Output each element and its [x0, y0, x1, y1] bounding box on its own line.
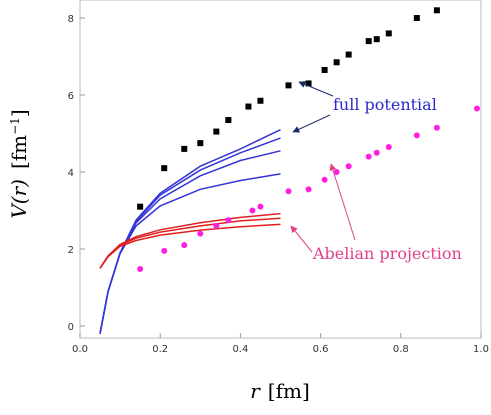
- full-potential-point: [373, 36, 380, 43]
- full-potential-point: [285, 82, 292, 89]
- abelian-point: [385, 143, 392, 150]
- full-potential-curve-3: [99, 173, 281, 334]
- full-potential-point: [413, 15, 420, 21]
- full-potential-point: [225, 117, 232, 124]
- x-tick-label: 0.6: [313, 344, 329, 355]
- plot-frame: [79, 0, 482, 339]
- abelian-curve-6: [99, 223, 281, 269]
- full-potential-curve-1: [99, 137, 281, 334]
- abelian-point: [225, 217, 232, 224]
- abelian-point: [213, 222, 220, 229]
- abelian-point: [373, 149, 380, 156]
- x-tick-label: 0.8: [393, 344, 409, 355]
- full-potential-point: [161, 165, 168, 172]
- x-tick-label: 0.4: [232, 344, 248, 355]
- full-potential-point: [181, 145, 188, 152]
- abelian-point: [305, 186, 312, 193]
- abelian-point: [257, 203, 264, 210]
- x-axis-label: r [fm]: [250, 379, 310, 403]
- full-potential-point: [321, 66, 328, 73]
- abelian-point: [365, 153, 372, 160]
- full-potential-point: [257, 97, 264, 104]
- y-tick-label: 8: [68, 14, 74, 25]
- abelian-arrow-1: [329, 163, 356, 241]
- abelian-point: [345, 163, 352, 170]
- annotation-full-potential: full potential: [333, 95, 437, 114]
- full-potential-point: [433, 7, 440, 14]
- full-potential-point: [213, 128, 220, 135]
- abelian-arrow-2: [290, 225, 313, 253]
- abelian-point: [285, 188, 292, 195]
- full-potential-point: [345, 51, 352, 58]
- full-potential-arrow-1: [298, 81, 334, 97]
- full-potential-point: [137, 203, 144, 210]
- abelian-point: [249, 207, 256, 214]
- abelian-point: [433, 124, 440, 131]
- abelian-point: [181, 242, 188, 249]
- x-tick-label: 1.0: [473, 344, 489, 355]
- x-tick-label: 0.2: [152, 344, 168, 355]
- full-potential-point: [333, 59, 340, 66]
- y-tick-label: 4: [68, 168, 74, 179]
- y-tick-label: 6: [68, 91, 74, 102]
- abelian-point: [413, 132, 420, 139]
- abelian-point: [197, 230, 204, 237]
- abelian-point: [161, 247, 168, 254]
- full-potential-point: [245, 103, 252, 110]
- y-tick-label: 0: [68, 322, 74, 333]
- abelian-curve-4: [99, 212, 281, 269]
- full-potential-point: [385, 30, 392, 37]
- abelian-point: [473, 105, 480, 112]
- abelian-point: [321, 176, 328, 183]
- full-potential-point: [305, 80, 312, 87]
- full-potential-point: [365, 38, 372, 45]
- full-potential-point: [197, 140, 204, 147]
- abelian-point: [137, 266, 144, 273]
- y-tick-label: 2: [68, 245, 74, 256]
- x-tick-label: 0.0: [72, 344, 88, 355]
- full-potential-arrow-2: [292, 114, 331, 133]
- y-axis-label: V(r)[fm−1]: [7, 109, 31, 218]
- annotation-abelian-projection: Abelian projection: [312, 244, 462, 263]
